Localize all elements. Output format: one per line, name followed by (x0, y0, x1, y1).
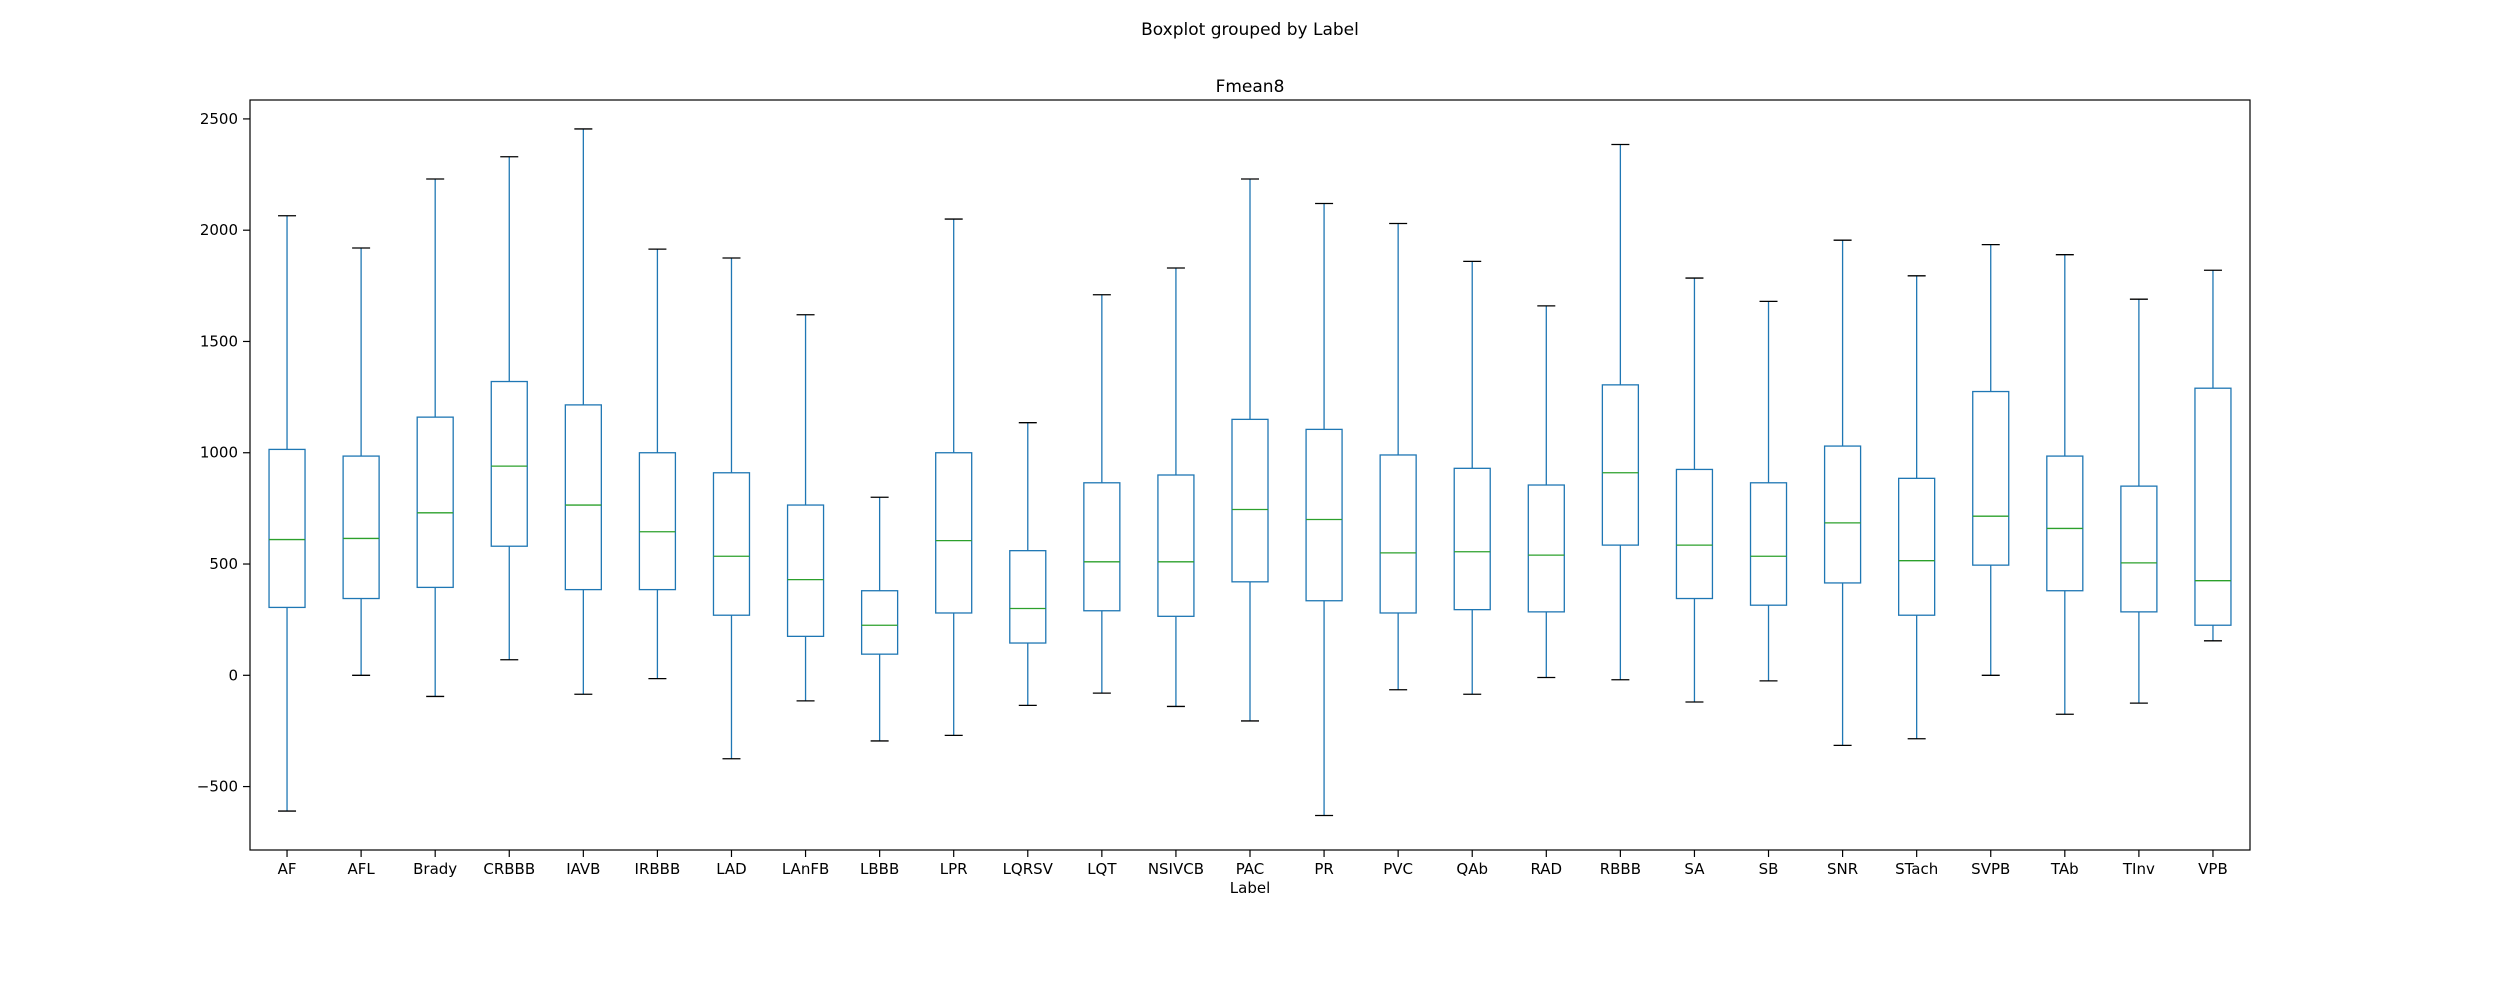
box-sb (1749, 482, 1788, 606)
box-lanfb (786, 504, 825, 638)
y-tick-label: 500 (209, 555, 238, 573)
x-tick-label: RBBB (1600, 860, 1641, 878)
box-snr (1823, 445, 1862, 584)
box-pr (1305, 428, 1343, 602)
box-brady (416, 416, 454, 589)
box-lqrsv (1009, 550, 1047, 644)
box-irbbb (638, 452, 677, 591)
box-lbbb (860, 590, 899, 655)
y-tick-label: 2000 (200, 221, 238, 239)
x-tick-label: Brady (413, 860, 457, 878)
x-tick-label: LPR (940, 860, 968, 878)
box-pvc (1379, 454, 1417, 614)
x-tick-label: IAVB (566, 860, 600, 878)
box-pac (1231, 418, 1269, 583)
x-tick-label: STach (1895, 860, 1938, 878)
box-sa (1675, 468, 1714, 600)
x-tick-label: VPB (2198, 860, 2228, 878)
x-tick-label: PAC (1236, 860, 1265, 878)
x-tick-label: IRBBB (635, 860, 681, 878)
x-tick-label: SVPB (1971, 860, 2010, 878)
plot-area: −500 0 500 1000 1500 2000 2500 AF AFL Brady CRBBB I… (197, 110, 2232, 878)
box-vpb (2194, 387, 2232, 626)
chart-suptitle: Boxplot grouped by Label (1141, 20, 1359, 40)
box-rad (1527, 484, 1565, 613)
x-tick-label: LBBB (860, 860, 899, 878)
box-lad (712, 472, 751, 616)
box-rbbb (1601, 384, 1640, 546)
y-tick-label: 1500 (200, 332, 238, 350)
x-tick-label: AFL (347, 860, 375, 878)
box-qab (1453, 467, 1491, 611)
x-tick-label: RAD (1530, 860, 1562, 878)
box-stach (1898, 477, 1936, 616)
box-lqt (1083, 482, 1121, 612)
box-afl (342, 455, 380, 600)
x-tick-label: QAb (1456, 860, 1488, 878)
y-tick-label: 1000 (200, 444, 238, 462)
y-tick-label: −500 (197, 778, 238, 796)
x-tick-label: CRBBB (483, 860, 535, 878)
x-tick-label: LQRSV (1003, 860, 1054, 878)
y-tick-label: 2500 (200, 110, 238, 128)
axes-frame (249, 99, 2251, 851)
x-tick-label: PVC (1383, 860, 1413, 878)
box-iavb (564, 404, 602, 591)
x-tick-label: PR (1314, 860, 1333, 878)
box-tinv (2120, 485, 2158, 613)
box-crbbb (490, 380, 528, 547)
x-tick-label: SA (1684, 860, 1705, 878)
x-tick-label: LAD (716, 860, 747, 878)
x-tick-label: TAb (2050, 860, 2079, 878)
y-tick-label: 0 (228, 666, 238, 684)
x-tick-label: SNR (1827, 860, 1858, 878)
box-svpb (1972, 390, 2010, 566)
x-tick-label: LQT (1087, 860, 1117, 878)
box-nsivcb (1157, 474, 1195, 617)
box-tab (2046, 455, 2084, 592)
box-lpr (935, 452, 973, 614)
x-tick-label: LAnFB (782, 860, 829, 878)
x-axis-label: Label (1230, 879, 1270, 897)
chart-title: Fmean8 (1216, 77, 1285, 97)
x-tick-label: NSIVCB (1148, 860, 1204, 878)
x-tick-label: SB (1759, 860, 1779, 878)
box-af (268, 448, 306, 609)
x-tick-label: TInv (2122, 860, 2155, 878)
x-tick-label: AF (278, 860, 297, 878)
